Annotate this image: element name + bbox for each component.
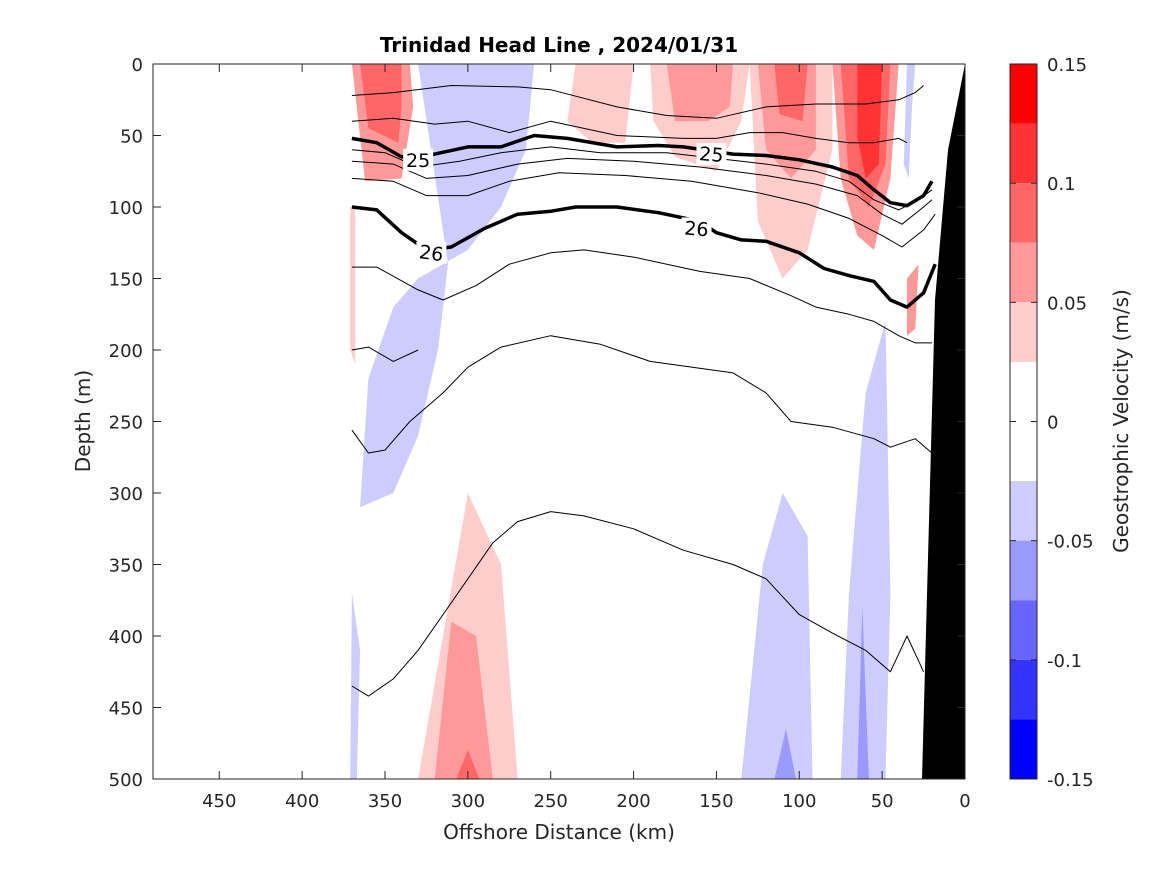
velocity-fill-layer — [350, 64, 919, 779]
x-tick-label: 450 — [202, 791, 236, 812]
x-axis-label: Offshore Distance (km) — [443, 820, 675, 844]
colorbar-tick-label: 0.1 — [1047, 174, 1076, 195]
y-tick-label: 150 — [109, 270, 143, 291]
x-tick-label: 400 — [285, 791, 319, 812]
density-contour — [351, 335, 933, 454]
density-contour — [351, 117, 908, 144]
y-tick-label: 200 — [109, 341, 143, 362]
velocity-region-negative — [840, 321, 891, 779]
contour-label-gap — [416, 241, 447, 264]
density-contour — [351, 511, 925, 697]
colorbar-tick-label: -0.05 — [1047, 532, 1094, 553]
velocity-region-negative — [350, 593, 361, 779]
y-tick-label: 300 — [109, 484, 143, 505]
density-contour-bold — [351, 133, 934, 208]
contour-label-gap — [403, 148, 434, 171]
x-tick-label: 50 — [871, 791, 894, 812]
density-contour — [351, 172, 936, 248]
velocity-region-negative — [857, 607, 869, 779]
density-contour — [351, 85, 924, 119]
density-contour — [351, 146, 933, 211]
y-tick-label: 500 — [109, 770, 143, 791]
velocity-region-positive — [434, 621, 493, 779]
contour-label: 25 — [698, 143, 724, 167]
colorbar-tick-label: -0.15 — [1047, 770, 1094, 791]
velocity-region-positive — [360, 64, 402, 143]
y-tick-label: 450 — [109, 699, 143, 720]
velocity-region-positive — [350, 207, 356, 365]
velocity-region-positive — [857, 64, 883, 179]
density-contour — [351, 346, 419, 362]
colorbar-swatch — [1010, 659, 1037, 720]
x-tick-label: 150 — [699, 791, 733, 812]
y-axis-label: Depth (m) — [71, 370, 95, 472]
x-tick-label: 0 — [959, 791, 970, 812]
colorbar-swatch — [1010, 302, 1037, 362]
contour-label: 25 — [406, 150, 430, 172]
velocity-region-positive — [666, 64, 733, 122]
contour-label-layer: 25 25 26 26 — [403, 143, 727, 266]
colorbar-tick-label: -0.1 — [1047, 651, 1082, 672]
x-tick-label: 350 — [368, 791, 402, 812]
colorbar-label: Geostrophic Velocity (m/s) — [1109, 289, 1133, 553]
density-contour-layer — [351, 85, 937, 697]
velocity-region-positive — [774, 64, 808, 122]
velocity-region-negative — [774, 729, 796, 779]
contour-label-gap — [681, 217, 712, 240]
colorbar-tick-label: 0 — [1047, 413, 1058, 434]
colorbar-swatch — [1010, 540, 1037, 601]
y-tick-label: 400 — [109, 627, 143, 648]
colorbar-tick-label: 0.05 — [1047, 293, 1087, 314]
y-tick-label: 50 — [120, 127, 143, 148]
colorbar-ticks: 0.15 0.1 0.05 0 -0.05 -0.1 -0.15 — [1010, 55, 1094, 791]
chart-title: Trinidad Head Line , 2024/01/31 — [380, 33, 738, 57]
y-axis-ticks: 0 50 100 150 200 250 300 350 400 450 500 — [109, 55, 965, 791]
y-tick-label: 350 — [109, 556, 143, 577]
x-tick-label: 250 — [534, 791, 568, 812]
colorbar-swatch — [1010, 123, 1037, 184]
contour-label: 26 — [683, 217, 709, 241]
contour-label: 26 — [418, 241, 445, 266]
x-tick-label: 200 — [616, 791, 650, 812]
colorbar-swatch — [1010, 64, 1037, 124]
y-tick-label: 250 — [109, 413, 143, 434]
x-axis-ticks: 450 400 350 300 250 200 150 100 50 0 — [202, 64, 971, 812]
y-tick-label: 100 — [109, 198, 143, 219]
colorbar-tick-label: 0.15 — [1047, 55, 1087, 76]
bathymetry-shelf — [922, 64, 965, 779]
velocity-region-negative — [360, 64, 535, 508]
plot-background — [153, 64, 965, 779]
density-contour — [351, 157, 933, 225]
x-tick-label: 100 — [782, 791, 816, 812]
velocity-region-negative — [741, 493, 813, 779]
contour-label-gap — [696, 143, 727, 166]
density-contour — [351, 249, 932, 344]
velocity-region-negative — [903, 64, 916, 179]
colorbar-swatch — [1010, 183, 1037, 243]
colorbar-swatch — [1010, 719, 1037, 779]
velocity-region-positive — [456, 750, 480, 779]
colorbar-swatch — [1010, 421, 1037, 482]
velocity-region-positive — [567, 64, 634, 143]
colorbar-swatch — [1010, 600, 1037, 660]
colorbar-swatch — [1010, 481, 1037, 541]
colorbar-swatch — [1010, 361, 1037, 422]
colorbar-swatch — [1010, 242, 1037, 303]
y-tick-label: 0 — [132, 55, 143, 76]
x-tick-label: 300 — [451, 791, 485, 812]
